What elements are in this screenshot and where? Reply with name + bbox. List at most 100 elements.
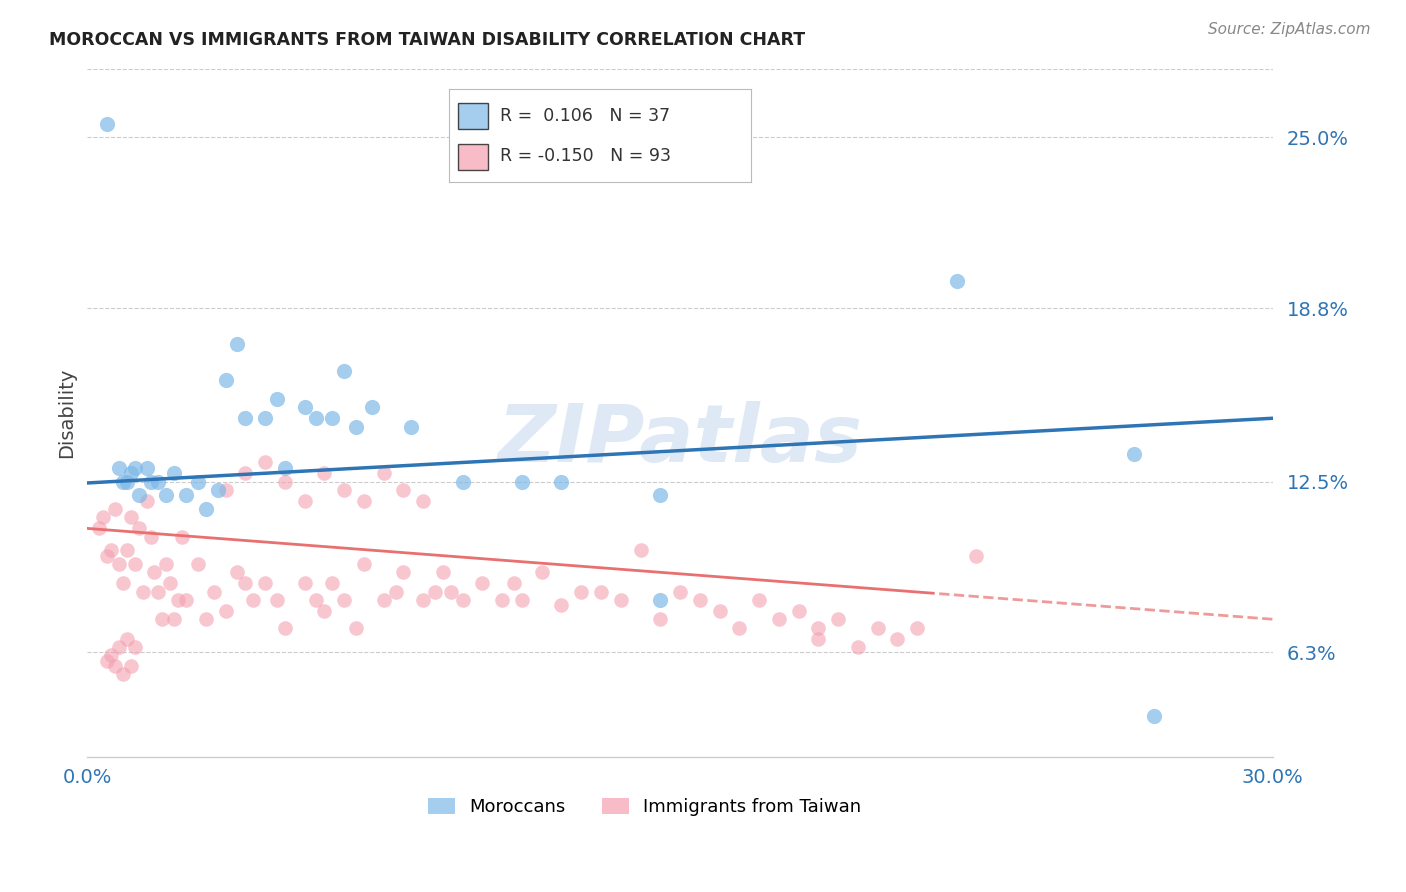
Point (412, 593, 434, 607)
Point (167, 593, 190, 607)
Point (100, 543, 122, 558)
Point (274, 460, 297, 475)
Point (274, 475, 297, 489)
Point (128, 521, 150, 535)
Point (550, 475, 572, 489)
Point (333, 593, 356, 607)
Point (155, 558, 177, 572)
Point (965, 549, 987, 563)
Point (1123, 447, 1146, 461)
Point (254, 455, 277, 469)
Point (235, 576, 257, 591)
Point (120, 659, 142, 673)
Point (108, 558, 131, 572)
Point (115, 632, 138, 646)
Point (569, 584, 592, 599)
Point (451, 593, 474, 607)
Point (321, 576, 343, 591)
Point (96, 549, 118, 563)
Point (104, 502, 127, 516)
Point (314, 604, 336, 618)
Point (100, 648, 122, 662)
Point (451, 475, 474, 489)
Point (471, 576, 494, 591)
Point (135, 460, 157, 475)
Point (111, 576, 134, 591)
Point (96, 117, 118, 131)
Point (333, 364, 356, 378)
Point (111, 667, 134, 681)
Point (392, 566, 415, 580)
Point (440, 584, 463, 599)
Point (174, 593, 197, 607)
Point (96, 654, 118, 668)
Point (294, 401, 316, 415)
Point (159, 576, 181, 591)
Point (194, 612, 217, 626)
Point (139, 530, 162, 544)
Point (174, 488, 197, 502)
Point (214, 373, 236, 387)
Point (148, 475, 170, 489)
Point (124, 460, 146, 475)
Point (214, 483, 236, 497)
Point (115, 475, 138, 489)
Legend: Moroccans, Immigrants from Taiwan: Moroccans, Immigrants from Taiwan (420, 791, 869, 823)
Point (202, 584, 225, 599)
Point (163, 612, 186, 626)
Point (589, 584, 612, 599)
Point (344, 621, 367, 635)
Point (401, 419, 423, 434)
Point (226, 337, 249, 351)
Point (124, 558, 146, 572)
Point (172, 530, 194, 544)
Point (194, 502, 217, 516)
Point (748, 593, 770, 607)
Point (266, 593, 288, 607)
Point (728, 621, 751, 635)
Point (689, 593, 711, 607)
Point (669, 584, 692, 599)
Point (827, 612, 849, 626)
Point (353, 493, 375, 508)
Point (207, 483, 229, 497)
Point (333, 483, 356, 497)
Point (124, 640, 146, 654)
Point (650, 612, 672, 626)
Point (226, 566, 249, 580)
Point (155, 488, 177, 502)
Point (787, 604, 810, 618)
Point (108, 640, 131, 654)
Text: MOROCCAN VS IMMIGRANTS FROM TAIWAN DISABILITY CORRELATION CHART: MOROCCAN VS IMMIGRANTS FROM TAIWAN DISAB… (49, 31, 806, 49)
Point (305, 593, 328, 607)
Point (131, 584, 153, 599)
Point (630, 543, 652, 558)
Point (846, 640, 869, 654)
Point (242, 593, 264, 607)
Point (510, 593, 533, 607)
Point (120, 467, 142, 481)
Point (530, 566, 553, 580)
Point (274, 621, 297, 635)
Point (148, 584, 170, 599)
Point (709, 604, 731, 618)
Point (139, 475, 162, 489)
Point (235, 467, 257, 481)
Point (128, 488, 150, 502)
Point (187, 558, 209, 572)
Point (807, 621, 830, 635)
Point (294, 576, 316, 591)
Point (321, 411, 343, 425)
Point (305, 411, 328, 425)
Point (392, 483, 415, 497)
Point (768, 612, 790, 626)
Point (360, 401, 382, 415)
Point (235, 411, 257, 425)
Point (610, 593, 633, 607)
Point (432, 566, 454, 580)
Point (115, 543, 138, 558)
Point (266, 392, 288, 406)
Point (111, 475, 134, 489)
Point (503, 576, 526, 591)
Point (91, 510, 114, 524)
